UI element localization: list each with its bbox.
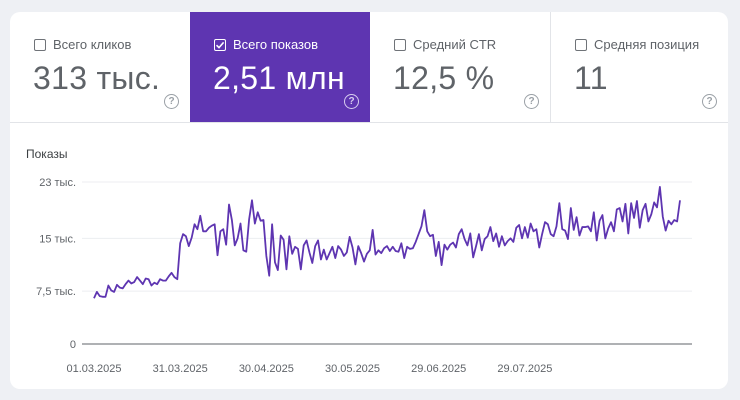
metric-total-impressions[interactable]: Всего показов 2,51 млн ? xyxy=(190,12,370,122)
y-tick-label: 15 тыс. xyxy=(39,233,76,245)
metric-header: Средний CTR xyxy=(394,37,496,52)
metric-label: Всего показов xyxy=(233,37,318,52)
help-icon[interactable]: ? xyxy=(702,94,717,109)
metric-average-position[interactable]: Средняя позиция 11 ? xyxy=(550,12,728,122)
y-tick-label: 7,5 тыс. xyxy=(36,286,76,298)
y-axis-title: Показы xyxy=(26,147,68,161)
x-tick-label: 31.03.2025 xyxy=(153,363,208,375)
help-icon[interactable]: ? xyxy=(344,94,359,109)
metric-header: Всего показов xyxy=(214,37,318,52)
x-tick-label: 29.07.2025 xyxy=(497,363,552,375)
metric-value: 11 xyxy=(574,60,608,96)
x-tick-label: 30.04.2025 xyxy=(239,363,294,375)
metric-value: 2,51 млн xyxy=(213,60,345,96)
checkbox-icon[interactable] xyxy=(575,38,587,51)
metric-header: Средняя позиция xyxy=(575,37,699,52)
help-icon[interactable]: ? xyxy=(164,94,179,109)
metric-average-ctr[interactable]: Средний CTR 12,5 % ? xyxy=(370,12,550,122)
x-tick-label: 30.05.2025 xyxy=(325,363,380,375)
metric-value: 313 тыс. xyxy=(33,60,161,96)
y-tick-label: 23 тыс. xyxy=(39,177,76,189)
metric-label: Средняя позиция xyxy=(594,37,700,52)
metric-label: Всего кликов xyxy=(53,37,132,52)
y-tick-label: 0 xyxy=(70,339,76,351)
chart-canvas: 0 7,5 тыс. 15 тыс. 23 тыс. 01.03.2025 31.03.2… xyxy=(36,177,692,375)
performance-card: Всего кликов 313 тыс. ? Всего показов 2,… xyxy=(10,12,728,389)
metric-label: Средний CTR xyxy=(413,37,497,52)
help-icon[interactable]: ? xyxy=(524,94,539,109)
checkbox-icon[interactable] xyxy=(34,38,46,51)
impressions-series-line xyxy=(93,186,681,299)
checkbox-checked-icon[interactable] xyxy=(214,38,226,51)
checkbox-icon[interactable] xyxy=(394,38,406,51)
impressions-chart: Показы 0 7,5 тыс. 15 тыс. 23 тыс. 01.03.2025… xyxy=(10,122,728,389)
metrics-row: Всего кликов 313 тыс. ? Всего показов 2,… xyxy=(10,12,728,123)
x-tick-label: 29.06.2025 xyxy=(411,363,466,375)
metric-header: Всего кликов xyxy=(34,37,131,52)
metric-value: 12,5 % xyxy=(393,60,495,96)
metric-total-clicks[interactable]: Всего кликов 313 тыс. ? xyxy=(10,12,190,122)
x-tick-label: 01.03.2025 xyxy=(66,363,121,375)
